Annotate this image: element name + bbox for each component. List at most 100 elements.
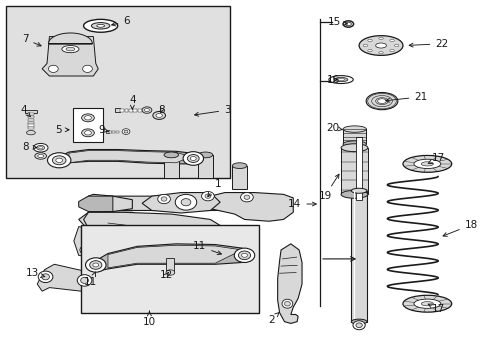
Ellipse shape [284,301,290,306]
Ellipse shape [402,156,451,172]
Ellipse shape [66,47,75,51]
Ellipse shape [144,108,149,112]
Ellipse shape [38,154,43,158]
Text: 19: 19 [318,174,338,201]
Ellipse shape [378,51,383,54]
Ellipse shape [375,43,386,48]
Ellipse shape [84,131,91,135]
Ellipse shape [35,153,46,159]
Text: 22: 22 [408,39,447,49]
Text: 16: 16 [326,75,339,85]
Circle shape [175,194,196,210]
Ellipse shape [350,319,366,324]
Text: 8: 8 [158,105,164,115]
Ellipse shape [378,37,383,40]
Text: 12: 12 [160,270,173,280]
Ellipse shape [165,270,174,275]
Ellipse shape [83,19,118,32]
Polygon shape [42,37,98,76]
Text: 5: 5 [55,125,69,135]
Ellipse shape [367,50,371,52]
Text: 20: 20 [326,123,342,133]
Bar [73,108,103,142]
Bar [81,225,259,313]
Text: 18: 18 [442,220,477,237]
Ellipse shape [187,154,199,162]
Polygon shape [69,150,190,163]
Text: 4: 4 [129,95,135,109]
Ellipse shape [342,21,353,27]
Ellipse shape [163,152,178,158]
Ellipse shape [89,261,102,269]
Text: 9: 9 [99,125,108,135]
Polygon shape [79,196,113,212]
Circle shape [240,193,253,202]
Ellipse shape [93,263,99,267]
Ellipse shape [97,24,104,27]
Ellipse shape [340,144,367,152]
Ellipse shape [413,159,440,168]
Bar [27,122,34,124]
Circle shape [158,194,170,204]
Ellipse shape [238,251,250,260]
Ellipse shape [39,147,42,149]
Bar [5,6,229,178]
Bar [198,155,212,178]
Polygon shape [79,212,152,252]
Ellipse shape [241,253,247,257]
Polygon shape [48,33,92,44]
Text: 11: 11 [84,272,97,287]
Text: 13: 13 [26,268,45,278]
Bar [342,129,366,144]
Bar [138,109,142,112]
Bar [124,109,128,112]
Polygon shape [108,245,242,268]
Bar [27,127,34,130]
Ellipse shape [77,275,92,286]
Text: 21: 21 [385,92,427,102]
Bar [340,148,367,194]
Text: 11: 11 [193,241,221,255]
Text: 17: 17 [427,304,444,314]
Ellipse shape [62,45,79,53]
Ellipse shape [282,299,292,308]
Ellipse shape [340,190,367,198]
Bar [25,110,37,113]
Polygon shape [277,244,302,323]
Bar [133,109,137,112]
Bar [27,125,34,127]
Ellipse shape [80,246,92,255]
Bar [27,119,34,121]
Text: 15: 15 [327,17,346,27]
Bar [116,131,119,133]
Text: 10: 10 [142,311,156,327]
Ellipse shape [377,99,386,103]
Ellipse shape [337,78,344,81]
Ellipse shape [366,93,397,110]
Ellipse shape [122,129,130,134]
Ellipse shape [37,145,44,150]
Text: 8: 8 [22,142,37,152]
Ellipse shape [124,130,128,133]
Bar [129,109,133,112]
Ellipse shape [394,44,398,46]
Bar [109,131,112,133]
Ellipse shape [389,39,393,41]
Ellipse shape [183,152,203,165]
Bar [27,113,34,115]
Circle shape [181,199,190,206]
Text: 2: 2 [267,312,279,325]
Ellipse shape [420,162,432,166]
Ellipse shape [26,131,35,135]
Ellipse shape [363,44,367,46]
Circle shape [82,65,92,72]
Ellipse shape [41,274,49,280]
Ellipse shape [367,39,371,41]
Ellipse shape [52,156,66,165]
Ellipse shape [345,22,350,26]
Text: 17: 17 [427,153,444,163]
Ellipse shape [234,248,254,262]
Polygon shape [74,226,108,259]
Ellipse shape [81,114,94,122]
Bar [27,116,34,118]
